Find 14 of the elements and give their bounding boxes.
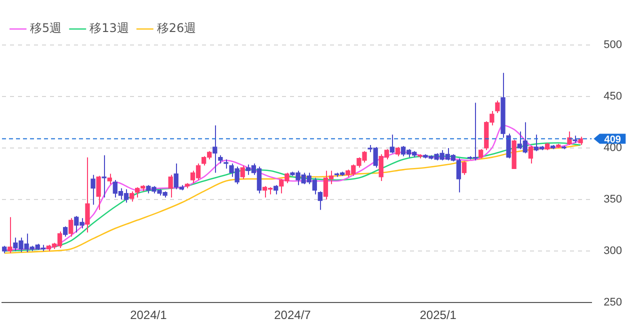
legend-label: 移26週 [156, 21, 196, 36]
candlestick [224, 158, 228, 170]
x-tick-label: 2024/1 [130, 308, 168, 322]
y-tick-label: 350 [604, 194, 622, 206]
x-tick-label: 2024/7 [274, 308, 312, 322]
x-tick-label: 2025/1 [420, 308, 457, 322]
y-tick-label: 500 [604, 39, 622, 52]
y-tick-label: 300 [604, 245, 622, 258]
y-tick-label: 450 [604, 90, 622, 103]
candlestick [562, 145, 566, 150]
y-tick-label: 400 [604, 142, 622, 154]
legend-label: 移5週 [30, 21, 62, 36]
legend-label: 移13週 [90, 21, 129, 36]
y-tick-label: 250 [604, 296, 622, 309]
